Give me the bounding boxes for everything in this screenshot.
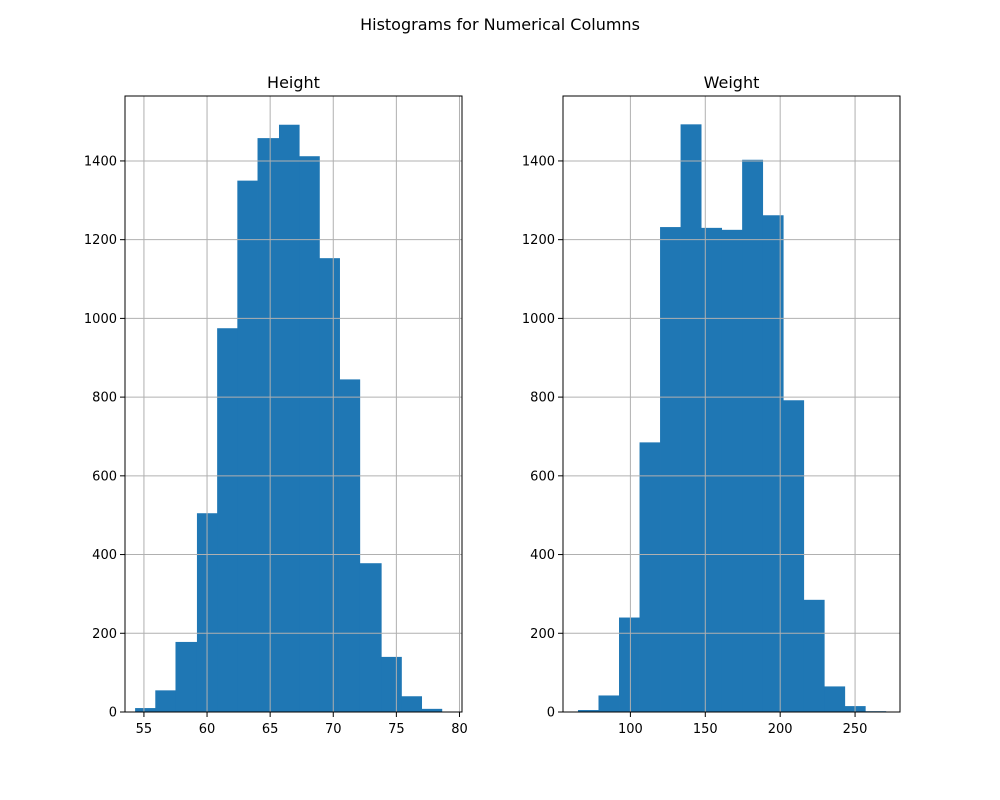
weight-bar-3 [639, 442, 661, 712]
height-xtick-label-4: 75 [388, 722, 405, 737]
height-bar-10 [339, 379, 361, 712]
weight-xtick-label-2: 200 [768, 722, 793, 737]
height-xtick-label-2: 65 [262, 722, 279, 737]
height-ytick-label-3: 600 [92, 469, 117, 484]
height-bar-8 [299, 156, 320, 713]
weight-ytick-label-3: 600 [530, 469, 555, 484]
height-ytick-label-7: 1400 [84, 154, 117, 169]
height-axes-frame [124, 95, 463, 713]
weight-ytick-label-4: 800 [530, 391, 555, 406]
weight-ytick-label-7: 1400 [522, 154, 555, 169]
height-bar-9 [319, 258, 340, 712]
figure-title: Histograms for Numerical Columns [360, 15, 640, 34]
weight-bar-6 [701, 227, 723, 712]
height-bar-0 [135, 708, 156, 712]
weight-xtick-label-0: 100 [618, 722, 643, 737]
weight-ytick-label-5: 1000 [522, 312, 555, 327]
height-histogram-title: Height [267, 73, 320, 92]
height-bar-12 [381, 656, 402, 712]
height-xtick-label-5: 80 [451, 722, 468, 737]
height-xtick-label-3: 70 [325, 722, 342, 737]
height-y-axis: 0 200 400 600 800 1000 1200 1400 [84, 154, 125, 721]
weight-axes-frame [562, 95, 901, 713]
weight-bar-11 [803, 599, 825, 712]
weight-bar-0 [577, 710, 599, 712]
weight-ytick-label-0: 0 [547, 706, 555, 721]
weight-bar-4 [660, 227, 681, 712]
height-bar-14 [421, 708, 443, 712]
weight-x-axis: 100 150 200 250 [618, 712, 867, 737]
weight-bar-2 [619, 617, 640, 712]
height-ytick-label-1: 200 [92, 627, 117, 642]
height-bar-6 [257, 138, 280, 713]
height-bar-1 [155, 690, 176, 712]
height-bars [135, 124, 443, 713]
height-bar-2 [175, 641, 198, 712]
height-bar-5 [237, 180, 258, 712]
weight-bar-9 [762, 215, 784, 712]
height-bar-13 [401, 696, 423, 712]
height-ytick-label-0: 0 [109, 706, 117, 721]
weight-bar-1 [598, 695, 620, 712]
weight-bar-10 [783, 400, 805, 712]
height-ytick-label-2: 400 [92, 548, 117, 563]
weight-ytick-label-6: 1200 [522, 233, 555, 248]
weight-histogram-panel: Weight 100 150 200 250 0 200 400 600 800 1000 1200… [522, 73, 901, 737]
weight-bar-8 [742, 159, 764, 712]
weight-bars [577, 124, 887, 713]
weight-bar-5 [680, 124, 702, 712]
height-ytick-label-6: 1200 [84, 233, 117, 248]
weight-histogram-title: Weight [704, 73, 760, 92]
height-bar-11 [359, 563, 382, 712]
height-xtick-label-0: 55 [136, 722, 153, 737]
weight-xtick-label-1: 150 [693, 722, 718, 737]
height-bar-4 [217, 328, 238, 712]
weight-ytick-label-1: 200 [530, 627, 555, 642]
weight-bar-7 [721, 229, 743, 713]
weight-ytick-label-2: 400 [530, 548, 555, 563]
height-ytick-label-5: 1000 [84, 312, 117, 327]
weight-bar-12 [824, 686, 846, 712]
height-xtick-label-1: 60 [199, 722, 216, 737]
weight-xtick-label-3: 250 [843, 722, 868, 737]
height-x-axis: 55 60 65 70 75 80 [136, 712, 468, 737]
height-ytick-label-4: 800 [92, 391, 117, 406]
weight-y-axis: 0 200 400 600 800 1000 1200 1400 [522, 154, 563, 721]
height-histogram-panel: Height 55 60 65 70 75 80020040060080010001200… [84, 73, 468, 737]
height-bar-7 [278, 124, 300, 713]
